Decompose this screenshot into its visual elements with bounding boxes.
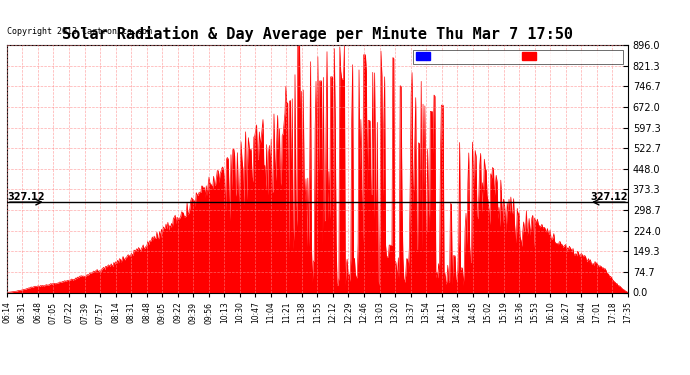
Text: 327.12: 327.12 [7, 192, 44, 202]
Text: Copyright 2013 Cartronics.com: Copyright 2013 Cartronics.com [7, 27, 152, 36]
Text: 327.12: 327.12 [591, 192, 628, 202]
Legend: Median (w/m2), Radiation (w/m2): Median (w/m2), Radiation (w/m2) [413, 50, 623, 64]
Title: Solar Radiation & Day Average per Minute Thu Mar 7 17:50: Solar Radiation & Day Average per Minute… [62, 27, 573, 42]
